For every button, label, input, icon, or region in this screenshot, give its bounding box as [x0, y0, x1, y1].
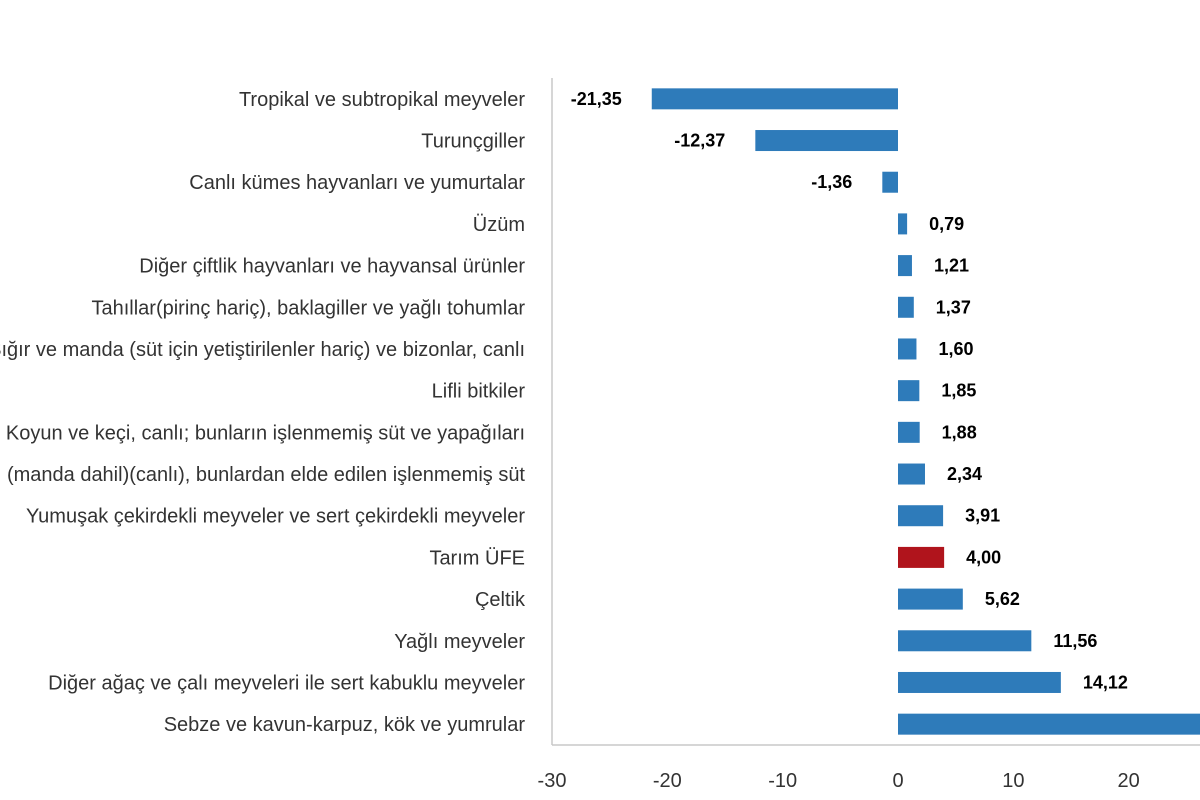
value-label-8: 1,88: [942, 422, 977, 442]
category-label-10: Yumuşak çekirdekli meyveler ve sert çeki…: [26, 506, 525, 528]
x-tick-label-0: -30: [538, 770, 567, 792]
bar-5: [898, 296, 914, 318]
value-label-0: -21,35: [571, 89, 622, 109]
category-label-15: Sebze ve kavun-karpuz, kök ve yumrular: [164, 714, 526, 736]
bar-11: [898, 546, 945, 568]
value-label-13: 11,56: [1053, 631, 1097, 651]
x-tick-label-4: 10: [1002, 770, 1024, 792]
category-label-1: Turunçgiller: [421, 131, 525, 153]
bar-14: [898, 671, 1061, 693]
category-label-8: Koyun ve keçi, canlı; bunların işlenmemi…: [6, 422, 525, 444]
value-label-7: 1,85: [941, 381, 976, 401]
bar-1: [755, 130, 898, 152]
value-labels-group: -21,35 -12,37 -1,36 0,79 1,21 1,37 1,60 1,85 1,8…: [571, 89, 1128, 693]
category-labels-group: Tropikal ve subtropikal meyveler Turunçgi…: [0, 89, 526, 736]
category-label-4: Diğer çiftlik hayvanları ve hayvansal ür…: [139, 256, 525, 278]
bar-13: [898, 630, 1032, 652]
bar-3: [898, 213, 908, 235]
value-label-2: -1,36: [811, 172, 852, 192]
x-tick-label-5: 20: [1118, 770, 1140, 792]
x-tick-label-3: 0: [892, 770, 903, 792]
bar-7: [898, 380, 920, 402]
value-label-1: -12,37: [674, 131, 725, 151]
value-label-4: 1,21: [934, 256, 969, 276]
category-label-2: Canlı kümes hayvanları ve yumurtalar: [189, 172, 525, 194]
x-tick-labels-group: -30 -20 -10 0 10 20: [538, 770, 1140, 792]
bar-8: [898, 421, 920, 443]
bar-0: [651, 88, 898, 110]
category-label-13: Yağlı meyveler: [394, 631, 525, 653]
bar-4: [898, 255, 912, 277]
value-label-10: 3,91: [965, 506, 1000, 526]
value-label-9: 2,34: [947, 464, 982, 484]
category-label-7: Lifli bitkiler: [432, 381, 526, 403]
category-label-14: Diğer ağaç ve çalı meyveleri ile sert ka…: [48, 672, 525, 694]
bars-group: [651, 88, 1200, 735]
bar-12: [898, 588, 963, 610]
x-tick-label-2: -10: [768, 770, 797, 792]
value-label-5: 1,37: [936, 297, 971, 317]
category-label-3: Üzüm: [473, 214, 525, 236]
category-label-9: Süt sığırı (manda dahil)(canlı), bunlard…: [0, 464, 525, 486]
bar-6: [898, 338, 917, 360]
category-label-11: Tarım ÜFE: [429, 547, 525, 569]
category-label-5: Tahıllar(pirinç hariç), baklagiller ve y…: [91, 297, 525, 319]
category-label-12: Çeltik: [475, 589, 526, 611]
value-label-11: 4,00: [966, 547, 1001, 567]
value-label-3: 0,79: [929, 214, 964, 234]
value-label-6: 1,60: [938, 339, 973, 359]
category-label-6: Sığır ve manda (süt için yetiştirilenler…: [0, 339, 525, 361]
bar-15: [898, 713, 1200, 735]
value-label-14: 14,12: [1083, 672, 1128, 692]
bar-10: [898, 505, 944, 527]
x-tick-label-1: -20: [653, 770, 682, 792]
category-label-0: Tropikal ve subtropikal meyveler: [239, 89, 525, 111]
bar-2: [882, 171, 898, 193]
bar-9: [898, 463, 925, 485]
value-label-12: 5,62: [985, 589, 1020, 609]
